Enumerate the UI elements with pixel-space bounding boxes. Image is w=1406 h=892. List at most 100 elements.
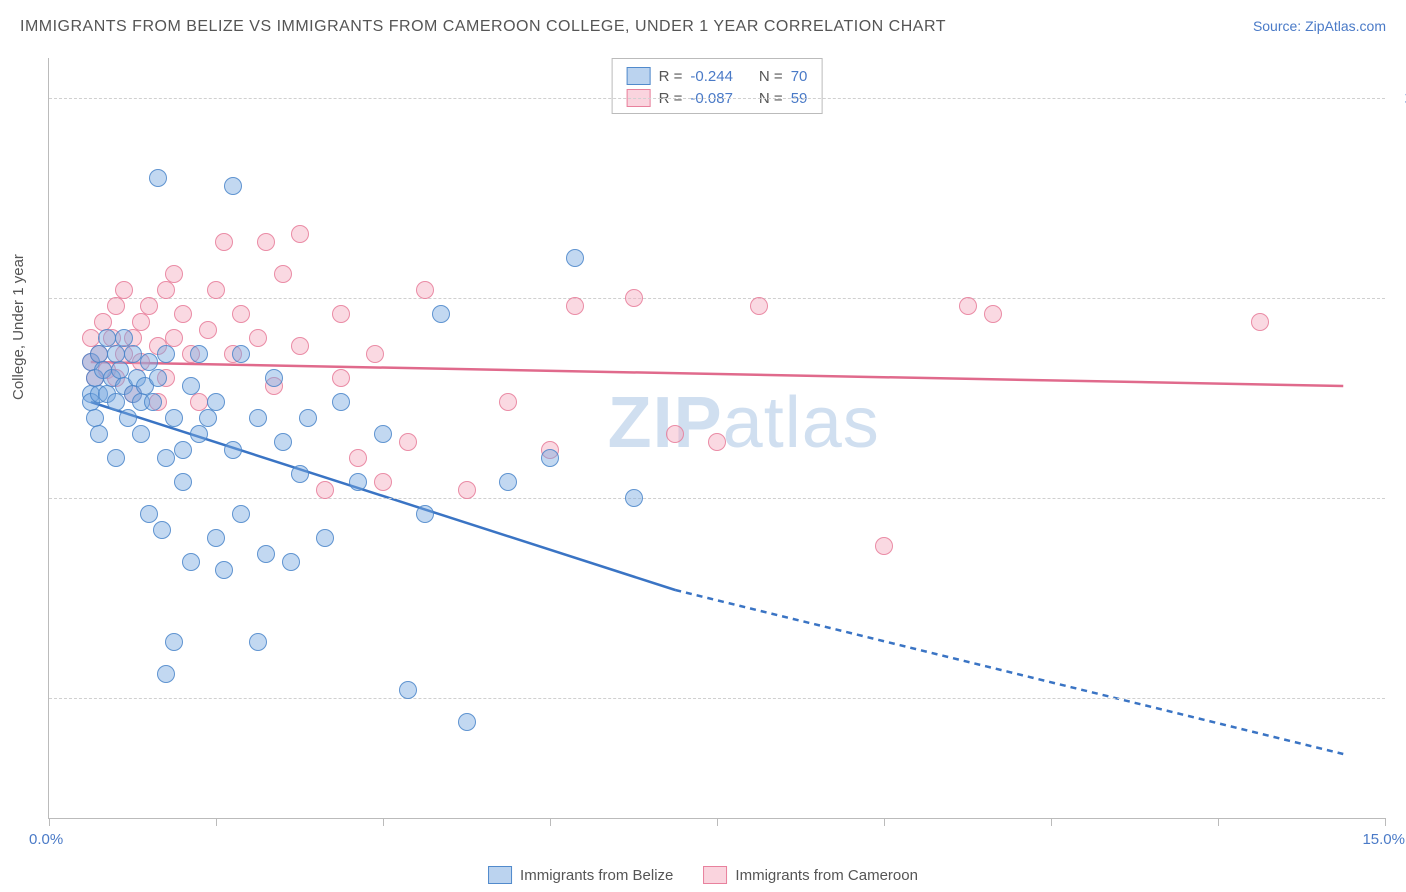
data-point-blue: [124, 345, 142, 363]
legend-top-row-blue: R = -0.244 N = 70: [627, 65, 808, 87]
data-point-pink: [625, 289, 643, 307]
data-point-pink: [666, 425, 684, 443]
data-point-pink: [366, 345, 384, 363]
y-tick-label: 50.0%: [1395, 490, 1406, 507]
data-point-pink: [708, 433, 726, 451]
data-point-blue: [291, 465, 309, 483]
data-point-pink: [249, 329, 267, 347]
legend-swatch-blue: [627, 67, 651, 85]
y-tick-label: 100.0%: [1395, 90, 1406, 107]
data-point-blue: [274, 433, 292, 451]
data-point-blue: [232, 345, 250, 363]
plot-area: ZIPatlas 0.0% 15.0% R = -0.244 N = 70 R …: [48, 58, 1385, 819]
legend-item-belize: Immigrants from Belize: [488, 866, 673, 884]
legend-label-belize: Immigrants from Belize: [520, 867, 673, 884]
data-point-blue: [157, 345, 175, 363]
legend-swatch-pink: [703, 866, 727, 884]
source-name: ZipAtlas.com: [1305, 18, 1386, 34]
data-point-pink: [332, 369, 350, 387]
x-tick: [1218, 818, 1219, 826]
watermark-bold: ZIP: [608, 383, 723, 463]
data-point-pink: [875, 537, 893, 555]
data-point-pink: [140, 297, 158, 315]
data-point-blue: [374, 425, 392, 443]
y-tick-label: 75.0%: [1395, 290, 1406, 307]
data-point-blue: [207, 529, 225, 547]
n-value-blue: 70: [791, 68, 808, 85]
data-point-blue: [257, 545, 275, 563]
x-tick-label-min: 0.0%: [29, 831, 63, 848]
data-point-blue: [174, 441, 192, 459]
data-point-blue: [207, 393, 225, 411]
data-point-blue: [165, 633, 183, 651]
x-tick: [216, 818, 217, 826]
data-point-blue: [107, 393, 125, 411]
gridline: [49, 498, 1385, 499]
data-point-blue: [190, 425, 208, 443]
data-point-blue: [140, 505, 158, 523]
source-label: Source:: [1253, 18, 1301, 34]
data-point-blue: [199, 409, 217, 427]
y-axis-label: College, Under 1 year: [10, 254, 27, 400]
data-point-blue: [416, 505, 434, 523]
data-point-pink: [349, 449, 367, 467]
data-point-pink: [374, 473, 392, 491]
data-point-blue: [132, 425, 150, 443]
data-point-pink: [165, 265, 183, 283]
data-point-pink: [207, 281, 225, 299]
legend-bottom: Immigrants from Belize Immigrants from C…: [488, 866, 918, 884]
data-point-blue: [224, 441, 242, 459]
x-tick: [884, 818, 885, 826]
y-tick-label: 25.0%: [1395, 690, 1406, 707]
gridline: [49, 298, 1385, 299]
data-point-blue: [432, 305, 450, 323]
x-tick-label-max: 15.0%: [1362, 831, 1405, 848]
data-point-pink: [499, 393, 517, 411]
data-point-pink: [566, 297, 584, 315]
x-tick: [49, 818, 50, 826]
data-point-blue: [157, 665, 175, 683]
legend-item-cameroon: Immigrants from Cameroon: [703, 866, 918, 884]
data-point-pink: [215, 233, 233, 251]
data-point-pink: [257, 233, 275, 251]
data-point-blue: [249, 633, 267, 651]
data-point-pink: [107, 297, 125, 315]
watermark-rest: atlas: [723, 383, 880, 463]
data-point-blue: [107, 449, 125, 467]
data-point-blue: [349, 473, 367, 491]
data-point-blue: [316, 529, 334, 547]
watermark-text: ZIPatlas: [608, 382, 880, 464]
source-link[interactable]: Source: ZipAtlas.com: [1253, 18, 1386, 34]
data-point-blue: [499, 473, 517, 491]
data-point-blue: [165, 409, 183, 427]
data-point-blue: [232, 505, 250, 523]
data-point-blue: [265, 369, 283, 387]
data-point-blue: [157, 449, 175, 467]
data-point-blue: [149, 369, 167, 387]
data-point-blue: [119, 409, 137, 427]
data-point-pink: [199, 321, 217, 339]
chart-title: IMMIGRANTS FROM BELIZE VS IMMIGRANTS FRO…: [20, 18, 946, 36]
gridline: [49, 98, 1385, 99]
x-tick: [1385, 818, 1386, 826]
data-point-pink: [959, 297, 977, 315]
data-point-pink: [458, 481, 476, 499]
data-point-pink: [416, 281, 434, 299]
legend-swatch-blue: [488, 866, 512, 884]
data-point-blue: [541, 449, 559, 467]
data-point-pink: [115, 281, 133, 299]
data-point-blue: [174, 473, 192, 491]
data-point-blue: [153, 521, 171, 539]
r-label: R =: [659, 68, 683, 85]
data-point-blue: [144, 393, 162, 411]
data-point-blue: [182, 377, 200, 395]
data-point-pink: [750, 297, 768, 315]
legend-label-cameroon: Immigrants from Cameroon: [735, 867, 918, 884]
data-point-blue: [90, 425, 108, 443]
data-point-blue: [149, 169, 167, 187]
legend-top: R = -0.244 N = 70 R = -0.087 N = 59: [612, 58, 823, 114]
data-point-blue: [332, 393, 350, 411]
data-point-pink: [332, 305, 350, 323]
data-point-blue: [566, 249, 584, 267]
data-point-pink: [984, 305, 1002, 323]
